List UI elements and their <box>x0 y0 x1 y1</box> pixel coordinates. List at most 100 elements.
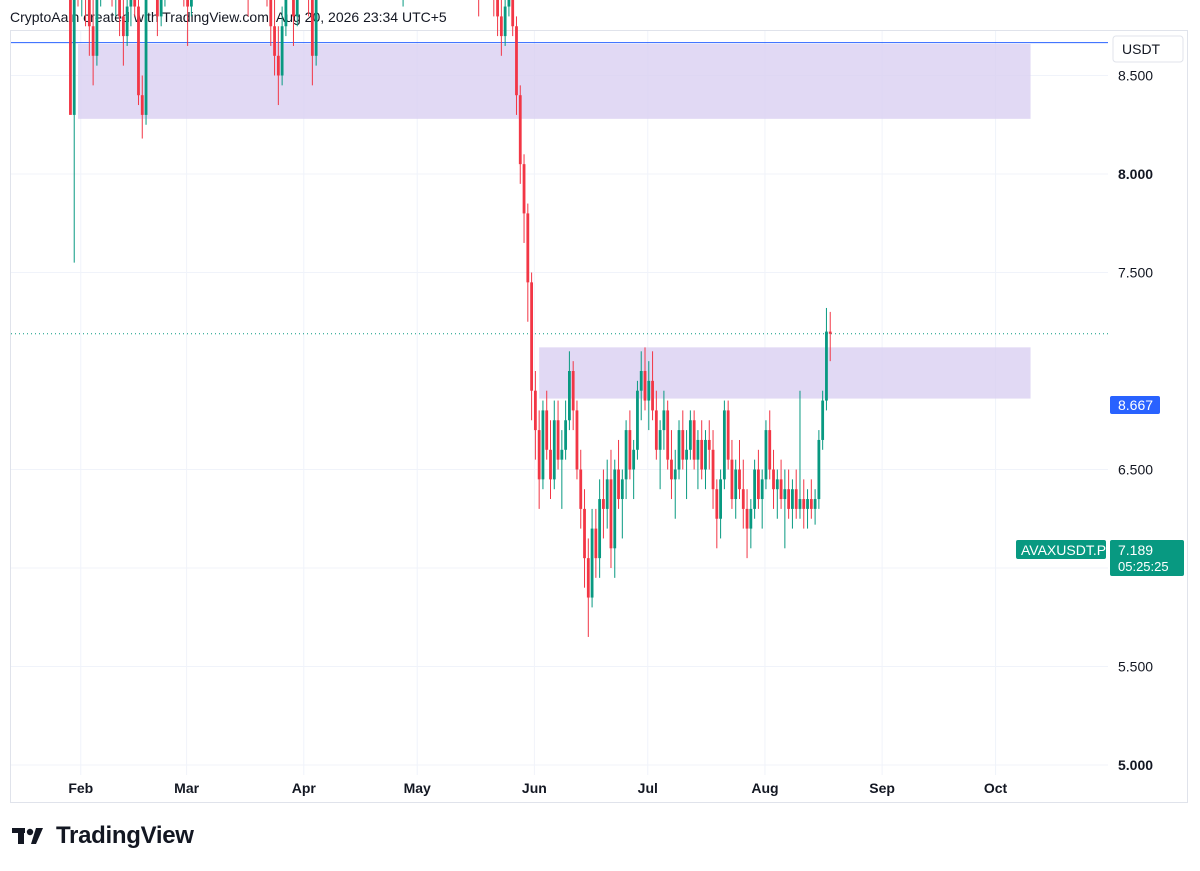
candle <box>118 0 121 37</box>
candle <box>692 410 696 470</box>
candle <box>159 0 163 27</box>
tradingview-footer[interactable]: TradingView <box>12 822 194 850</box>
candle <box>111 0 113 7</box>
candle <box>518 85 522 184</box>
candle <box>269 0 273 46</box>
candle-body <box>753 469 757 509</box>
candle-body <box>670 459 673 480</box>
candle-body <box>295 0 299 17</box>
candle <box>624 420 628 500</box>
candle <box>602 469 605 539</box>
candle <box>722 400 726 490</box>
candle-body <box>69 0 72 115</box>
candle-body <box>757 469 760 500</box>
candles <box>69 0 832 637</box>
candle-body <box>526 213 530 283</box>
candle-body <box>605 479 609 509</box>
last-price-label: 7.189 <box>1118 542 1153 558</box>
candle-body <box>125 6 129 37</box>
candle-body <box>590 528 594 598</box>
horizontal-line-layer <box>11 42 1108 335</box>
candle-body <box>817 439 821 500</box>
candle-body <box>496 0 499 17</box>
candle <box>115 0 117 17</box>
candle-body <box>760 479 764 500</box>
candle-body <box>273 26 276 56</box>
candle <box>628 410 632 480</box>
candle <box>72 0 76 263</box>
candle-body <box>662 410 666 431</box>
candle-body <box>507 0 511 7</box>
candle-body <box>133 0 137 7</box>
candle-body <box>617 469 620 500</box>
candle <box>140 75 144 139</box>
candle <box>129 0 133 27</box>
x-axis-tick-label: Feb <box>68 780 93 796</box>
candle <box>556 400 560 470</box>
candle-body <box>643 371 647 401</box>
candle-body <box>821 400 825 440</box>
candle-body <box>552 420 556 480</box>
candle <box>81 0 83 17</box>
zones <box>78 43 1031 399</box>
countdown-label: 05:25:25 <box>1118 559 1169 574</box>
y-axis-tick-label: 7.500 <box>1118 265 1153 281</box>
candle-body <box>620 479 624 500</box>
candle <box>310 0 314 86</box>
candle-body <box>775 479 779 490</box>
candle-body <box>129 0 133 7</box>
candle <box>617 439 620 509</box>
candle-body <box>624 430 628 480</box>
candle <box>802 479 806 529</box>
candle-body <box>813 499 817 509</box>
candle <box>738 439 741 500</box>
candle <box>636 380 639 460</box>
candle-body <box>269 0 273 27</box>
candle-body <box>734 469 738 500</box>
candle <box>586 538 590 637</box>
candle-body <box>155 0 159 17</box>
candle-body <box>806 499 809 509</box>
candle <box>590 508 594 608</box>
candle <box>647 361 651 431</box>
candle <box>696 430 700 490</box>
candle <box>530 272 533 421</box>
chart-frame[interactable] <box>10 30 1188 803</box>
candle-body <box>636 390 639 450</box>
hline-price-label: 8.667 <box>1118 397 1153 413</box>
candle <box>757 449 760 509</box>
y-axis-currency-box[interactable] <box>1112 35 1184 63</box>
support-zone <box>78 43 1031 119</box>
candle-body <box>704 439 707 470</box>
candle <box>821 390 825 450</box>
candle-body <box>696 439 700 460</box>
candle <box>164 0 166 7</box>
candle-body <box>715 489 719 519</box>
candle-body <box>787 489 791 509</box>
candle <box>798 390 802 519</box>
x-axis-tick-label: Jul <box>638 780 658 796</box>
candle <box>783 469 787 549</box>
candle-body <box>310 0 314 56</box>
candle-body <box>700 439 704 470</box>
candle-body <box>280 26 284 76</box>
candle-body <box>768 430 772 470</box>
candle <box>190 0 193 17</box>
candle-body <box>95 0 99 56</box>
candle-body <box>560 449 564 460</box>
candle-body <box>556 420 560 460</box>
y-axis-tick-label: 6.500 <box>1118 462 1153 478</box>
candle-body <box>828 331 832 334</box>
candle <box>719 469 722 539</box>
candle <box>121 0 125 66</box>
candle-body <box>87 0 91 27</box>
candle <box>632 439 636 500</box>
grid <box>11 31 1108 775</box>
candle-body <box>190 0 193 7</box>
candle-body <box>549 449 552 480</box>
candle <box>575 400 579 480</box>
candle-body <box>741 489 745 509</box>
candle-body <box>575 410 579 470</box>
candle <box>598 479 602 578</box>
